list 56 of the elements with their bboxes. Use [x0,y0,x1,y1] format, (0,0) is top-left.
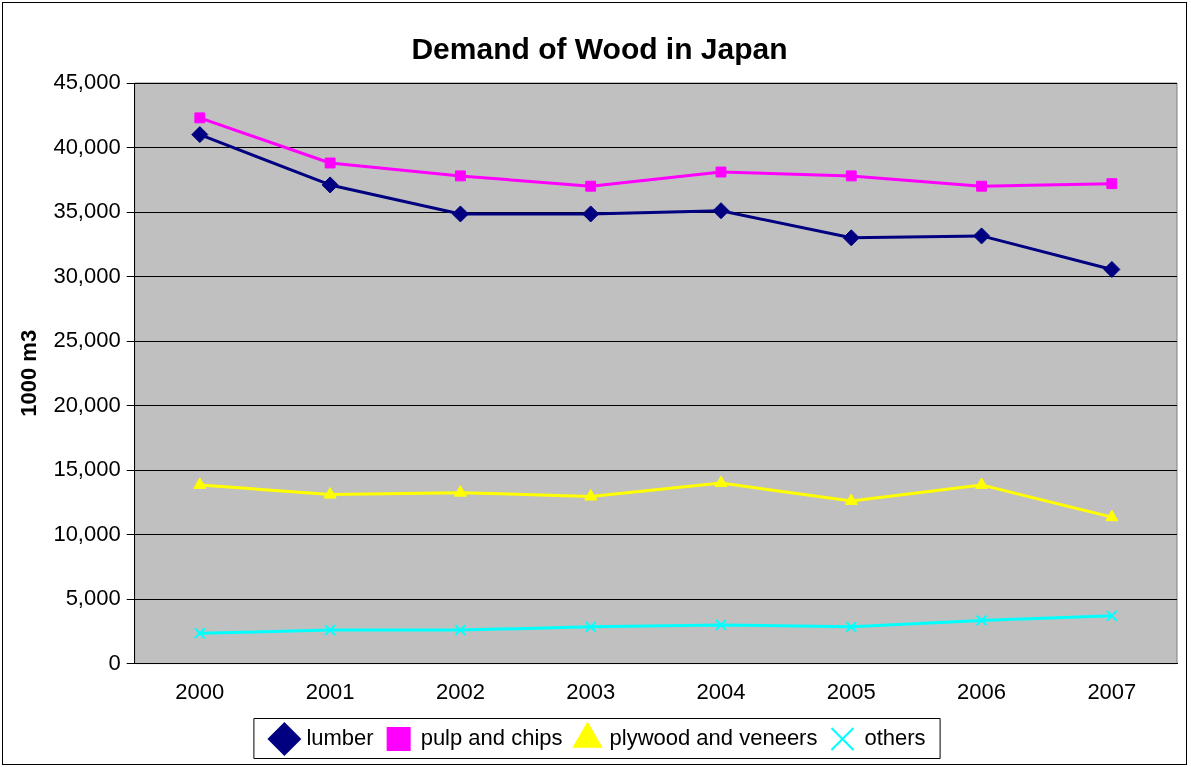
x-tick-label: 2000 [175,678,225,704]
legend-label: pulp and chips [420,725,563,751]
point [714,475,728,487]
point [584,489,598,501]
point [191,126,209,144]
legend-label: plywood and veneers [609,725,818,751]
y-tick-label: 35,000 [53,198,121,224]
point [975,477,989,489]
point [584,620,597,633]
point [582,205,600,223]
legend-label: lumber [306,725,374,751]
y-tick-label: 20,000 [53,391,121,417]
point [585,180,597,192]
x-tick-label: 2005 [826,678,876,704]
point [324,157,336,169]
point [1106,178,1118,190]
x-tick-label: 2007 [1087,678,1137,704]
point [1105,509,1119,522]
y-axis-title: 1000 m3 [16,329,42,417]
y-tick-label: 40,000 [53,133,121,159]
x-tick-label: 2002 [435,678,485,704]
x-tick-label: 2004 [696,678,746,704]
chart-title: Demand of Wood in Japan [411,32,788,66]
point [715,166,727,178]
point [976,180,988,192]
point [845,170,857,182]
point [845,620,858,633]
point [451,205,469,223]
point [321,176,339,194]
point [973,227,991,245]
y-tick-label: 30,000 [53,262,121,288]
y-tick-label: 5,000 [65,585,121,611]
point [324,624,337,636]
point [323,487,337,499]
y-tick-label: 25,000 [53,327,121,353]
point [193,477,207,489]
point [454,170,466,182]
y-tick-label: 15,000 [53,456,121,482]
y-tick-label: 45,000 [53,69,121,95]
point [975,614,988,627]
point [194,112,206,124]
point [715,618,727,631]
point [193,627,206,640]
x-tick-label: 2001 [305,678,355,704]
point [454,624,467,636]
point [842,229,860,247]
point [712,202,730,220]
y-tick-label: 0 [108,649,121,675]
x-tick-label: 2006 [957,678,1007,704]
point [844,493,858,506]
legend-label: others [864,725,926,751]
x-tick-label: 2003 [566,678,616,704]
point [453,485,467,497]
point [1105,609,1118,622]
y-tick-label: 10,000 [53,520,121,546]
point [1103,260,1121,278]
